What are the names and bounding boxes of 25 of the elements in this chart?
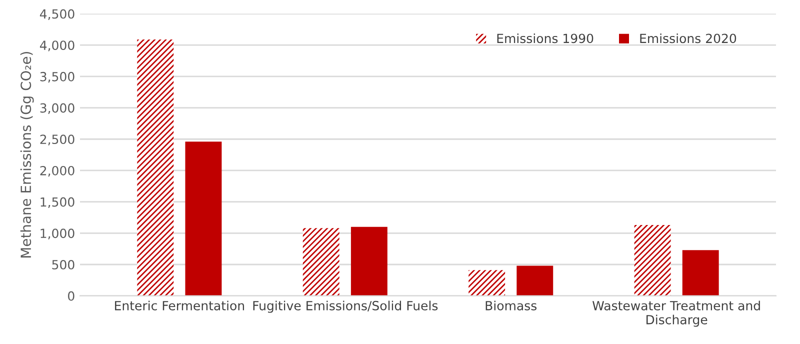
bar (682, 250, 719, 296)
bar (185, 142, 222, 296)
y-tick-label: 2,000 (40, 166, 74, 177)
y-tick-label: 500 (52, 260, 74, 270)
x-tick-label: Fugitive Emissions/Solid Fuels (253, 300, 438, 313)
x-tick-label: Biomass (486, 300, 537, 310)
y-tick-label: 2,500 (40, 134, 74, 146)
y-tick-label: 1,000 (40, 228, 74, 240)
bar (350, 226, 388, 296)
bar (634, 225, 671, 296)
bar (468, 270, 506, 296)
y-tick-label: 4,500 (40, 9, 74, 20)
y-tick-label: 0 (68, 291, 74, 301)
x-tick-label: Wastewater Treatment and Discharge (592, 300, 760, 327)
bar (516, 266, 554, 296)
legend-label: Emissions 1990 (497, 33, 594, 44)
y-tick-label: 3,000 (40, 103, 74, 114)
bar (137, 39, 174, 296)
y-tick-label: 3,500 (40, 72, 74, 83)
y-axis-title: Methane Emissions (Gg CO₂e) (20, 52, 34, 258)
y-tick-label: 4,000 (40, 40, 74, 52)
legend-label: Emissions 2020 (640, 33, 736, 44)
bar (302, 228, 340, 296)
y-tick-label: 1,500 (40, 197, 74, 208)
x-tick-label: Enteric Fermentation (115, 300, 244, 310)
